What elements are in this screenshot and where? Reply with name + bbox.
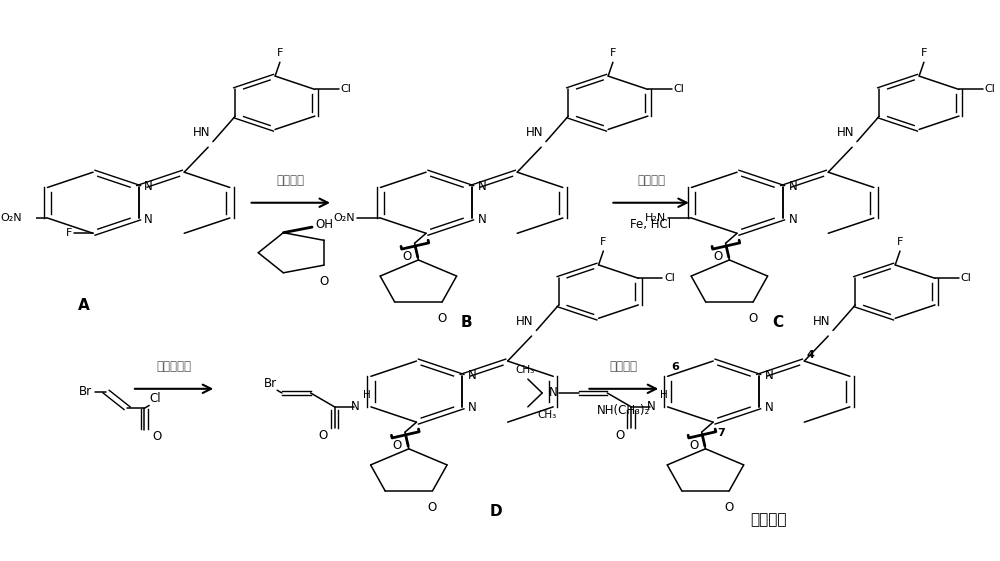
Text: OH: OH <box>315 218 333 231</box>
Text: NH(CH₃)₂: NH(CH₃)₂ <box>597 404 650 417</box>
Text: O₂N: O₂N <box>333 213 355 223</box>
Text: H₂N: H₂N <box>644 213 666 223</box>
Text: N: N <box>144 180 153 193</box>
Text: O: O <box>152 430 161 443</box>
Text: Cl: Cl <box>149 393 161 406</box>
Text: Br: Br <box>264 377 277 390</box>
Text: F: F <box>897 237 903 247</box>
Text: O: O <box>689 439 699 452</box>
Text: O₂N: O₂N <box>0 213 22 223</box>
Text: N: N <box>788 180 797 193</box>
Text: N: N <box>144 213 153 226</box>
Text: O: O <box>437 312 447 325</box>
Text: HN: HN <box>813 315 830 328</box>
Text: O: O <box>748 312 758 325</box>
Text: Fe, HCl: Fe, HCl <box>630 218 672 231</box>
Text: O: O <box>428 501 437 514</box>
Text: O: O <box>319 275 329 288</box>
Text: 取代反应: 取代反应 <box>277 174 305 187</box>
Text: O: O <box>724 501 734 514</box>
Text: F: F <box>66 228 72 238</box>
Text: Cl: Cl <box>985 84 996 94</box>
Text: N: N <box>647 401 656 413</box>
Text: Br: Br <box>79 385 92 398</box>
Text: 胺化反应: 胺化反应 <box>610 360 638 373</box>
Text: HN: HN <box>526 126 543 139</box>
Text: HN: HN <box>516 315 534 328</box>
Text: C: C <box>772 315 783 330</box>
Text: N: N <box>788 213 797 226</box>
Text: H: H <box>363 390 371 400</box>
Text: 4: 4 <box>806 350 814 360</box>
Text: N: N <box>477 180 486 193</box>
Text: A: A <box>78 298 89 313</box>
Text: N: N <box>351 401 359 413</box>
Text: O: O <box>393 439 402 452</box>
Text: B: B <box>461 315 473 330</box>
Text: 还原反应: 还原反应 <box>637 174 665 187</box>
Text: Cl: Cl <box>341 84 352 94</box>
Text: CH₃: CH₃ <box>537 410 557 420</box>
Text: HN: HN <box>837 126 854 139</box>
Text: F: F <box>600 237 607 247</box>
Text: HN: HN <box>193 126 210 139</box>
Text: N: N <box>549 387 558 399</box>
Text: 酰胺化反应: 酰胺化反应 <box>157 360 192 373</box>
Text: D: D <box>489 504 502 518</box>
Text: N: N <box>468 402 477 415</box>
Text: N: N <box>477 213 486 226</box>
Text: N: N <box>468 369 477 381</box>
Text: 7: 7 <box>717 427 725 438</box>
Text: 6: 6 <box>671 362 679 372</box>
Text: Cl: Cl <box>664 273 675 283</box>
Text: O: O <box>318 429 328 442</box>
Text: O: O <box>713 250 723 263</box>
Text: N: N <box>764 402 773 415</box>
Text: 阿法替尼: 阿法替尼 <box>750 512 787 527</box>
Text: F: F <box>277 48 283 58</box>
Text: O: O <box>615 429 624 442</box>
Text: F: F <box>921 48 927 58</box>
Text: N: N <box>764 369 773 381</box>
Text: CH₃: CH₃ <box>515 365 535 375</box>
Text: Cl: Cl <box>961 273 972 283</box>
Text: F: F <box>610 48 616 58</box>
Text: Cl: Cl <box>674 84 685 94</box>
Text: H: H <box>660 390 668 400</box>
Text: O: O <box>402 250 412 263</box>
